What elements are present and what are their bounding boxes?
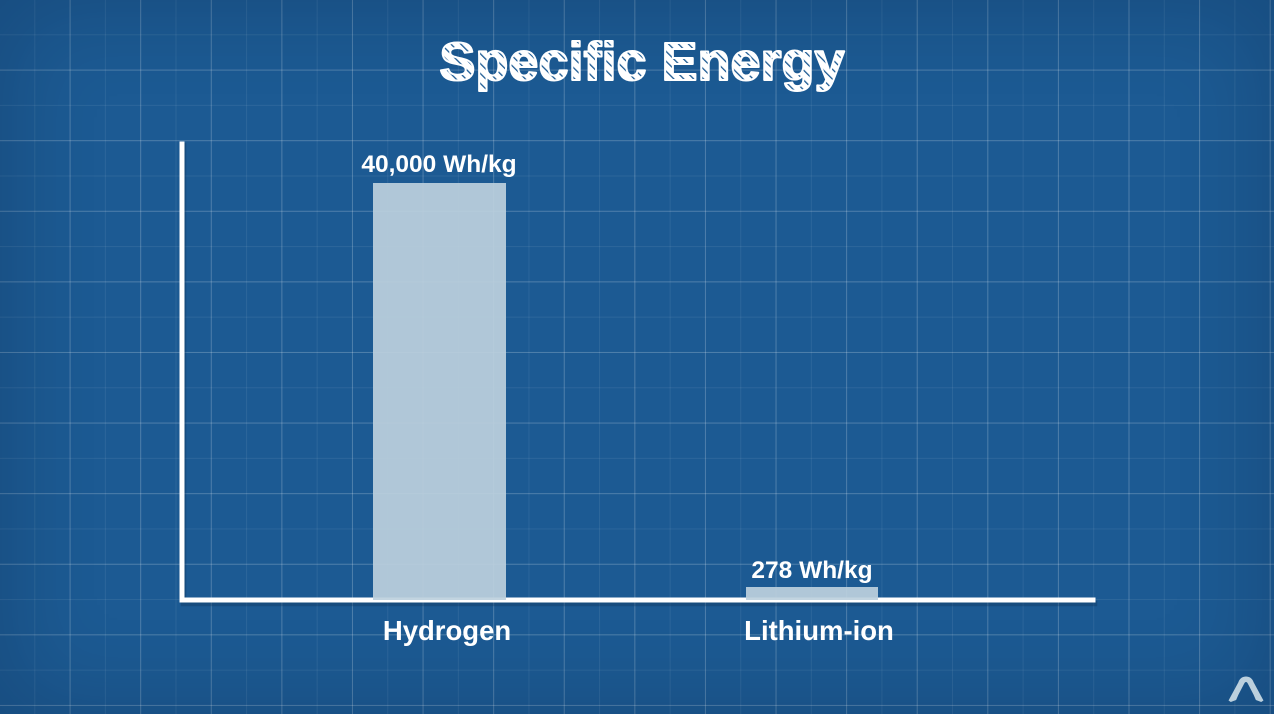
svg-text:Lithium-ion: Lithium-ion: [744, 615, 894, 646]
svg-text:278 Wh/kg: 278 Wh/kg: [751, 557, 872, 584]
svg-text:Specific Energy: Specific Energy: [439, 32, 844, 92]
svg-text:40,000 Wh/kg: 40,000 Wh/kg: [361, 151, 516, 178]
svg-text:Hydrogen: Hydrogen: [383, 615, 511, 646]
